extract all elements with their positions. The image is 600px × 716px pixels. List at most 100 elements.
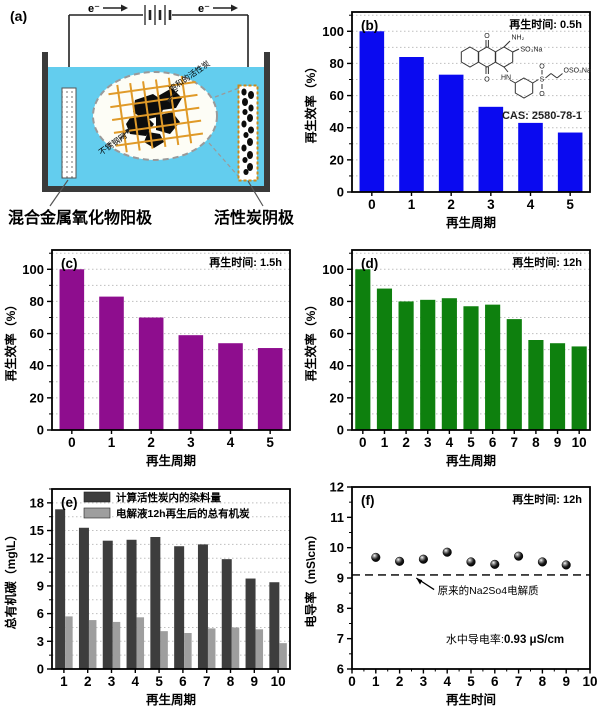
y-tick-label: 60 — [330, 326, 344, 341]
x-tick-label: 10 — [582, 674, 597, 689]
chart-f: 原来的Na2So4电解质 水中导电率:0.93 μS/cm 0 1 2 3 4 5 6 7 8 9 10… — [300, 477, 600, 715]
data-point — [371, 552, 381, 562]
x-tick-label: 9 — [562, 674, 570, 689]
axis-box — [51, 488, 291, 670]
y-tick-label: 7 — [337, 631, 344, 646]
chart-b: 0 1 2 3 4 5 0 20 40 60 80 100 再生周期 再生效率（%） (b) 再生时间: 0.… — [300, 0, 600, 238]
legend-swatch — [83, 507, 111, 519]
x-tick-label: 6 — [489, 435, 497, 450]
x-tick-label: 3 — [108, 674, 116, 689]
y-tick-label: 20 — [330, 152, 344, 167]
x-tick-label: 5 — [467, 435, 475, 450]
x-tick-label: 2 — [402, 435, 410, 450]
y-tick-label: 15 — [30, 523, 44, 538]
y-tick-label: 12 — [30, 551, 44, 566]
bar — [441, 298, 457, 430]
x-tick-label: 1 — [381, 435, 389, 450]
reference-label: 原来的Na2So4电解质 — [438, 584, 539, 597]
bar — [485, 304, 501, 430]
arrow-right-icon — [213, 4, 238, 12]
bar — [150, 537, 161, 669]
y-tick-label: 6 — [337, 662, 344, 677]
bar — [420, 299, 436, 430]
x-tick-label: 4 — [132, 674, 140, 689]
y-tick-label: 20 — [330, 390, 344, 405]
bar — [571, 346, 587, 430]
axis-box — [351, 249, 591, 431]
saturated-carbon-pointer — [166, 89, 179, 102]
x-tick-label: 0 — [368, 197, 376, 212]
x-tick-label: 7 — [203, 674, 211, 689]
x-tick-label: 4 — [443, 674, 451, 689]
x-tick-label: 2 — [147, 435, 155, 450]
x-tick-label: 8 — [539, 674, 547, 689]
y-axis-label: 总有机碳（mg\L） — [3, 529, 18, 630]
y-tick-label: 80 — [330, 294, 344, 309]
panel-f-chart: 原来的Na2So4电解质 水中导电率:0.93 μS/cm 0 1 2 3 4 5 6 7 8 9 10… — [300, 477, 600, 716]
y-tick-label: 100 — [322, 262, 344, 277]
x-axis-label: 再生周期 — [146, 692, 196, 707]
x-axis-label: 再生周期 — [446, 453, 496, 468]
anode-pointer-line — [49, 179, 69, 207]
cathode-label: 活性炭阴极 — [214, 208, 295, 227]
data-point — [537, 557, 547, 567]
bar — [102, 540, 113, 669]
y-tick-label: 9 — [37, 578, 44, 593]
bar — [231, 627, 240, 669]
x-tick-label: 10 — [271, 674, 286, 689]
bar — [65, 616, 73, 669]
bar — [255, 629, 264, 669]
y-tick-label: 100 — [22, 262, 44, 277]
axis-box — [51, 249, 291, 431]
x-tick-label: 6 — [179, 674, 187, 689]
x-axis-label: 再生周期 — [446, 215, 496, 230]
x-tick-label: 5 — [566, 197, 574, 212]
x-tick-label: 2 — [447, 197, 455, 212]
panel-c-chart: 0 1 2 3 4 5 0 20 40 60 80 100 再生周期 再生效率（%） (c) 再生时间: 1.… — [0, 238, 300, 477]
data-point — [466, 557, 476, 567]
x-tick-label: 1 — [372, 674, 380, 689]
y-tick-label: 80 — [30, 294, 44, 309]
bar — [269, 582, 280, 669]
bar — [399, 57, 424, 192]
panel-b-chart: 0 1 2 3 4 5 0 20 40 60 80 100 再生周期 再生效率（%） (b) 再生时间: 0.… — [300, 0, 600, 238]
y-axis-label: 电导率（mS\cm） — [303, 528, 318, 627]
x-axis-label: 再生时间 — [446, 692, 496, 707]
y-tick-label: 18 — [30, 495, 44, 510]
bar — [221, 559, 232, 669]
y-tick-label: 12 — [330, 480, 344, 495]
anode-electrode — [61, 87, 77, 179]
annotation: 再生时间: 12h — [512, 492, 582, 506]
pointer-head — [167, 98, 172, 103]
x-tick-label: 3 — [487, 197, 495, 212]
bar — [245, 578, 256, 669]
annotation-arrow-head — [416, 578, 423, 585]
bar — [398, 301, 414, 430]
bar — [518, 122, 543, 192]
panel-label: (d) — [361, 256, 378, 271]
chart-e-svg: 1 2 3 4 5 6 7 8 9 10计算活性炭内的染料量电解液12h再生后的总有机炭03691… — [3, 488, 291, 707]
y-tick-label: 3 — [37, 634, 44, 649]
pointer-head — [125, 128, 130, 134]
x-tick-label: 9 — [554, 435, 562, 450]
data-point — [490, 559, 500, 569]
y-axis-label: 再生效率（%） — [303, 61, 318, 144]
data-point — [442, 547, 452, 557]
legend-label: 计算活性炭内的染料量 — [116, 491, 221, 504]
anode-label: 混合金属氧化物阳极 — [8, 208, 153, 227]
callout-line-bottom — [208, 142, 240, 178]
bar — [463, 306, 479, 430]
x-tick-label: 5 — [266, 435, 274, 450]
axis-box — [351, 11, 591, 193]
panel-label: (f) — [361, 493, 375, 508]
y-tick-label: 11 — [330, 510, 344, 525]
chart-d: 0 1 2 3 4 5 6 7 8 9 10 0 20 40 60 80 100 再生周期 再生效率（%） (d) 再生… — [300, 238, 600, 476]
tank-wall — [42, 52, 270, 192]
bar — [88, 620, 97, 669]
x-tick-label: 7 — [515, 674, 523, 689]
x-tick-label: 3 — [187, 435, 195, 450]
y-tick-label: 6 — [37, 606, 44, 621]
legend-swatch — [83, 491, 111, 503]
panel-label: (e) — [61, 495, 78, 510]
